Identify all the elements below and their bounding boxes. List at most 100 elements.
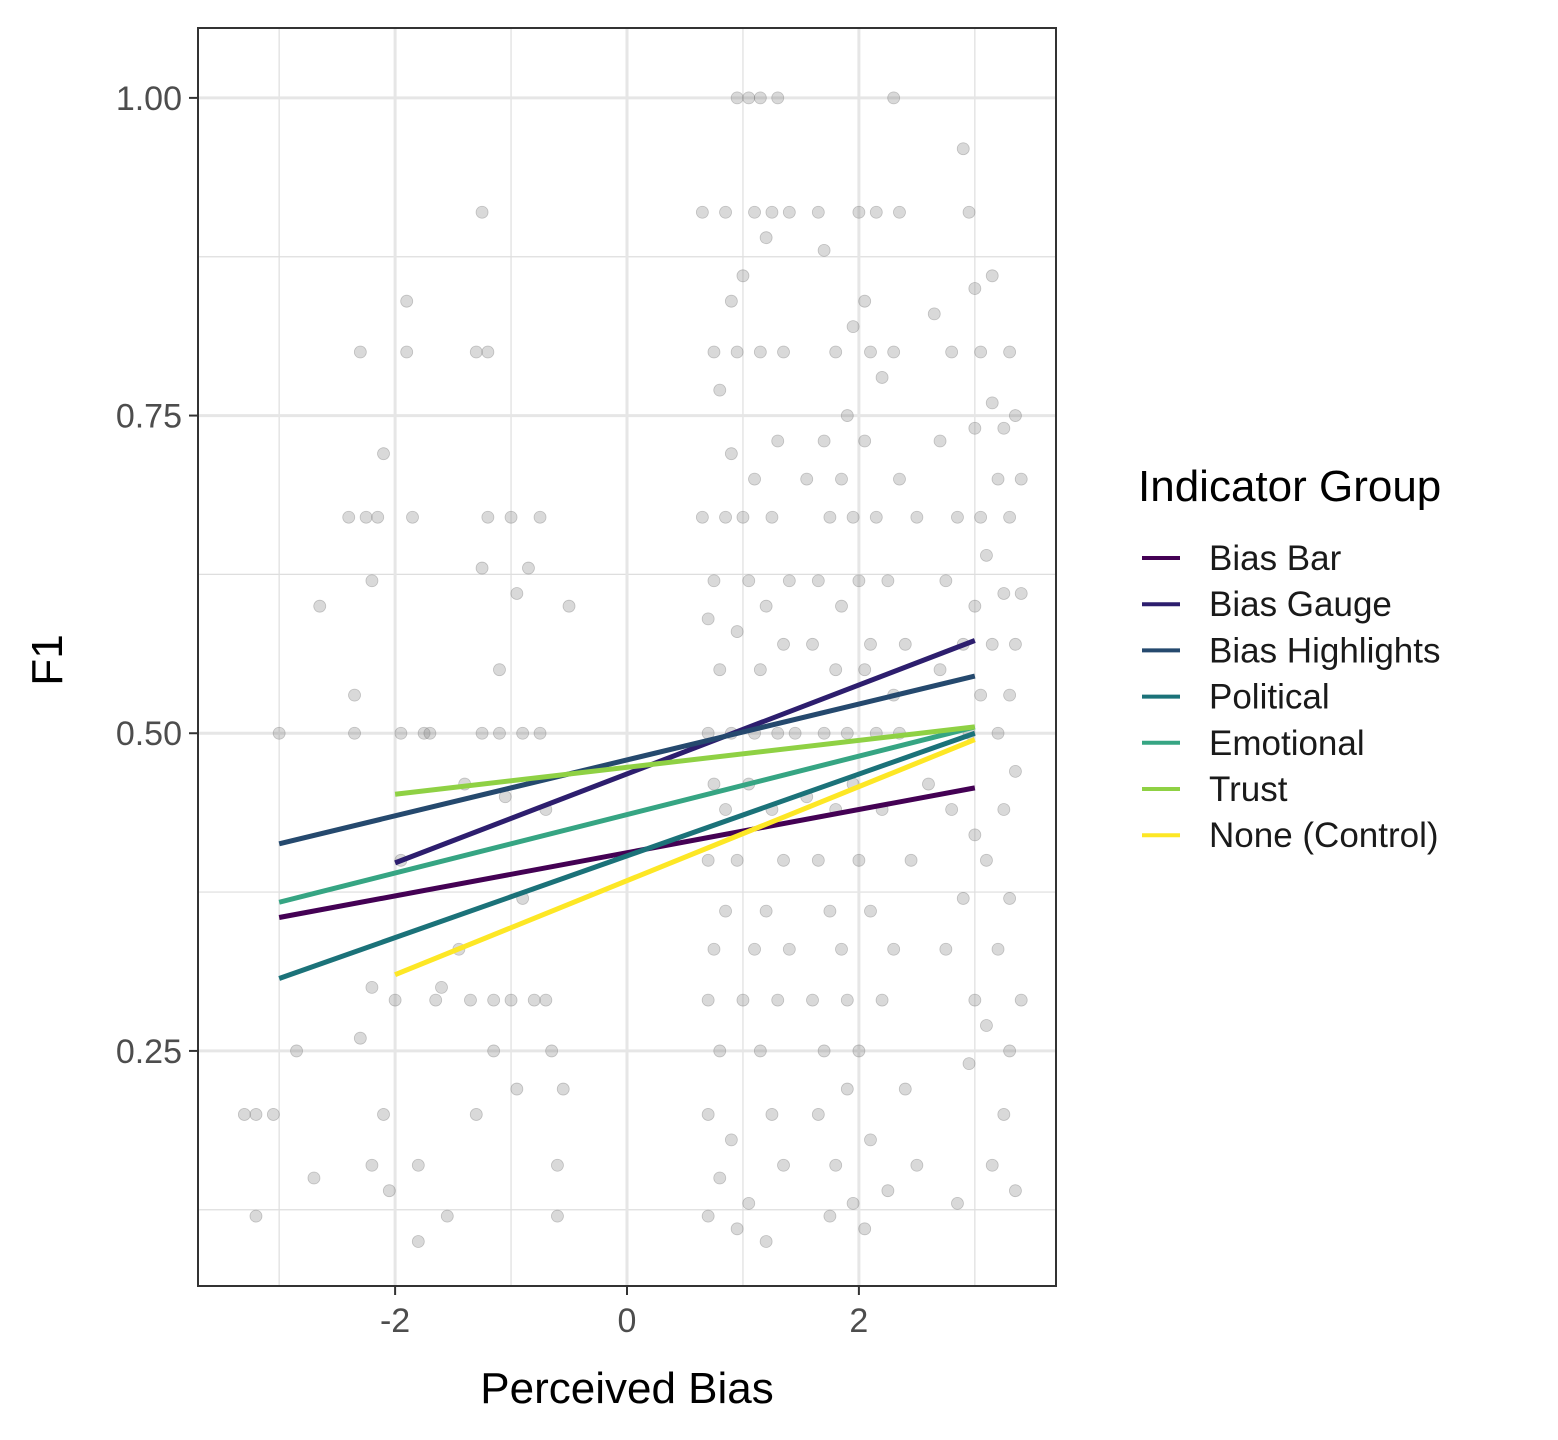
- scatter-point: [811, 1108, 825, 1121]
- scatter-point: [817, 726, 831, 740]
- scatter-point: [551, 1209, 564, 1223]
- scatter-point: [545, 1044, 559, 1058]
- scatter-point: [759, 231, 773, 245]
- scatter-point: [980, 548, 993, 562]
- scatter-point: [881, 574, 895, 588]
- scatter-point: [968, 993, 982, 1007]
- scatter-point: [719, 904, 732, 918]
- scatter-point: [1014, 587, 1028, 600]
- scatter-point: [800, 472, 814, 486]
- scatter-point: [777, 345, 790, 359]
- scatter-point: [249, 1209, 263, 1223]
- scatter-point: [765, 1108, 779, 1121]
- scatter-point: [464, 993, 477, 1007]
- scatter-point: [551, 1158, 564, 1172]
- scatter-point: [927, 307, 941, 321]
- scatter-point: [811, 205, 825, 219]
- scatter-point: [782, 574, 796, 588]
- legend-items: Bias Bar Bias Gauge Bias Highlights Politic…: [1142, 539, 1441, 855]
- scatter-point: [933, 663, 947, 677]
- scatter-point: [371, 510, 385, 524]
- scatter-point: [504, 993, 518, 1007]
- scatter-point: [417, 726, 431, 740]
- scatter-point: [887, 942, 901, 956]
- scatter-point: [753, 1044, 767, 1058]
- scatter-point: [811, 574, 825, 588]
- scatter-point: [701, 1209, 715, 1223]
- trend-lines: [278, 638, 976, 981]
- legend-label: Bias Highlights: [1209, 631, 1441, 670]
- scatter-point: [904, 853, 918, 867]
- scatter-point: [939, 574, 953, 588]
- scatter-point: [823, 510, 837, 524]
- scatter-point: [742, 574, 756, 588]
- scatter-point: [823, 904, 837, 918]
- scatter-point: [968, 828, 982, 842]
- scatter-point: [968, 421, 982, 435]
- scatter-point: [504, 510, 518, 524]
- y-axis-title: F1: [23, 634, 72, 685]
- y-tick-label: 1.00: [116, 80, 182, 118]
- series-line: [278, 673, 976, 847]
- scatter-point: [1014, 472, 1028, 486]
- legend-label: Bias Gauge: [1209, 585, 1392, 624]
- scatter-point: [869, 205, 883, 219]
- scatter-point: [811, 853, 825, 867]
- scatter-point: [864, 637, 877, 651]
- x-tick-label: -2: [380, 1302, 410, 1340]
- scatter-point: [968, 599, 982, 613]
- scatter-point: [875, 993, 889, 1007]
- scatter-point: [858, 1222, 872, 1236]
- scatter-point: [365, 1158, 379, 1172]
- scatter-point: [962, 205, 976, 219]
- scatter-point: [823, 1209, 837, 1223]
- scatter-point: [846, 320, 860, 334]
- scatter-point: [493, 726, 506, 740]
- scatter-point: [724, 447, 738, 461]
- scatter-point: [753, 345, 767, 359]
- scatter-point: [724, 294, 738, 308]
- scatter-point: [829, 345, 843, 359]
- scatter-point: [875, 371, 889, 384]
- scatter-point: [898, 1082, 912, 1096]
- scatter-point: [962, 1057, 976, 1071]
- scatter-point: [956, 142, 970, 156]
- scatter-point: [817, 243, 831, 257]
- scatter-point: [852, 205, 866, 219]
- scatter-point: [840, 409, 854, 422]
- scatter-point: [400, 345, 414, 359]
- scatter-point: [382, 1184, 396, 1198]
- scatter-point: [893, 472, 906, 486]
- scatter-point: [951, 510, 964, 524]
- scatter-point: [527, 993, 541, 1007]
- scatter-point: [753, 91, 767, 105]
- scatter-point: [869, 510, 883, 524]
- scatter-point: [695, 205, 709, 219]
- scatter-point: [1009, 764, 1022, 778]
- scatter-point: [945, 345, 959, 359]
- scatter-point: [475, 205, 489, 219]
- scatter-point: [846, 510, 860, 524]
- scatter-point: [922, 777, 935, 791]
- scatter-point: [852, 574, 866, 588]
- scatter-point: [864, 904, 877, 918]
- scatter-point: [1014, 993, 1028, 1007]
- scatter-point: [481, 510, 495, 524]
- scatter-point: [997, 587, 1011, 600]
- scatter-point: [707, 345, 721, 359]
- scatter-point: [707, 574, 721, 588]
- scatter-point: [985, 269, 999, 283]
- scatter-point: [782, 205, 796, 219]
- scatter-point: [342, 510, 356, 524]
- scatter-point: [353, 1031, 367, 1045]
- scatter-point: [777, 1158, 790, 1172]
- scatter-point: [348, 688, 361, 702]
- scatter-point: [991, 726, 1005, 740]
- scatter-point: [272, 726, 286, 740]
- scatter-point: [469, 345, 483, 359]
- scatter-point: [701, 1108, 715, 1121]
- scatter-point: [429, 993, 443, 1007]
- scatter-point: [348, 726, 361, 740]
- scatter-point: [1003, 1044, 1017, 1058]
- scatter-point: [829, 1158, 843, 1172]
